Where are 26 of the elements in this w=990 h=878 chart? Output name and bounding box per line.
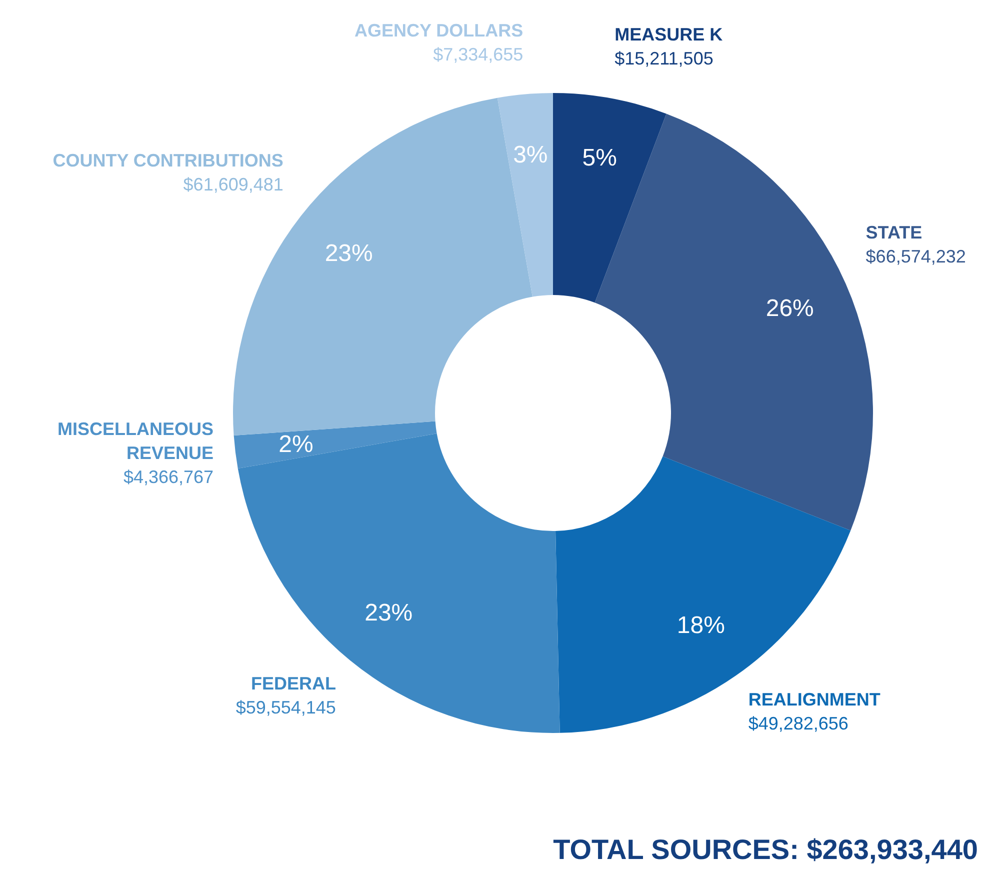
- slice-label: MISCELLANEOUS REVENUE: [58, 418, 214, 463]
- donut-slice: [234, 421, 437, 469]
- data-label: $7,334,655: [433, 44, 524, 64]
- text: 5%: [582, 144, 617, 172]
- text: TOTAL SOURCES: $263,933,440: [553, 834, 978, 866]
- text: 23%: [324, 240, 373, 268]
- donut-slice: [238, 433, 560, 733]
- donut-slice: [497, 93, 553, 297]
- text: 26%: [766, 294, 814, 322]
- slice-label: REALIGNMENT: [748, 690, 880, 710]
- text: 18%: [676, 612, 725, 640]
- text: 23%: [364, 600, 413, 627]
- donut-slice: [553, 93, 666, 303]
- slice-label: AGENCY DOLLARS: [354, 20, 524, 40]
- data-label: $4,366,767: [123, 466, 214, 487]
- slice-label: STATE: [866, 222, 922, 243]
- data-label: $15,211,505: [614, 48, 714, 69]
- slice-label: MEASURE K: [614, 24, 723, 45]
- data-label: $49,282,656: [748, 714, 848, 734]
- data-label: $61,609,481: [183, 174, 284, 195]
- text: 2%: [278, 431, 314, 458]
- data-label: $59,554,145: [236, 697, 336, 718]
- slice-label: COUNTY CONTRIBUTIONS: [52, 150, 284, 171]
- data-label: $66,574,232: [866, 246, 966, 267]
- text: 3%: [513, 141, 548, 168]
- slice-label: FEDERAL: [250, 673, 336, 694]
